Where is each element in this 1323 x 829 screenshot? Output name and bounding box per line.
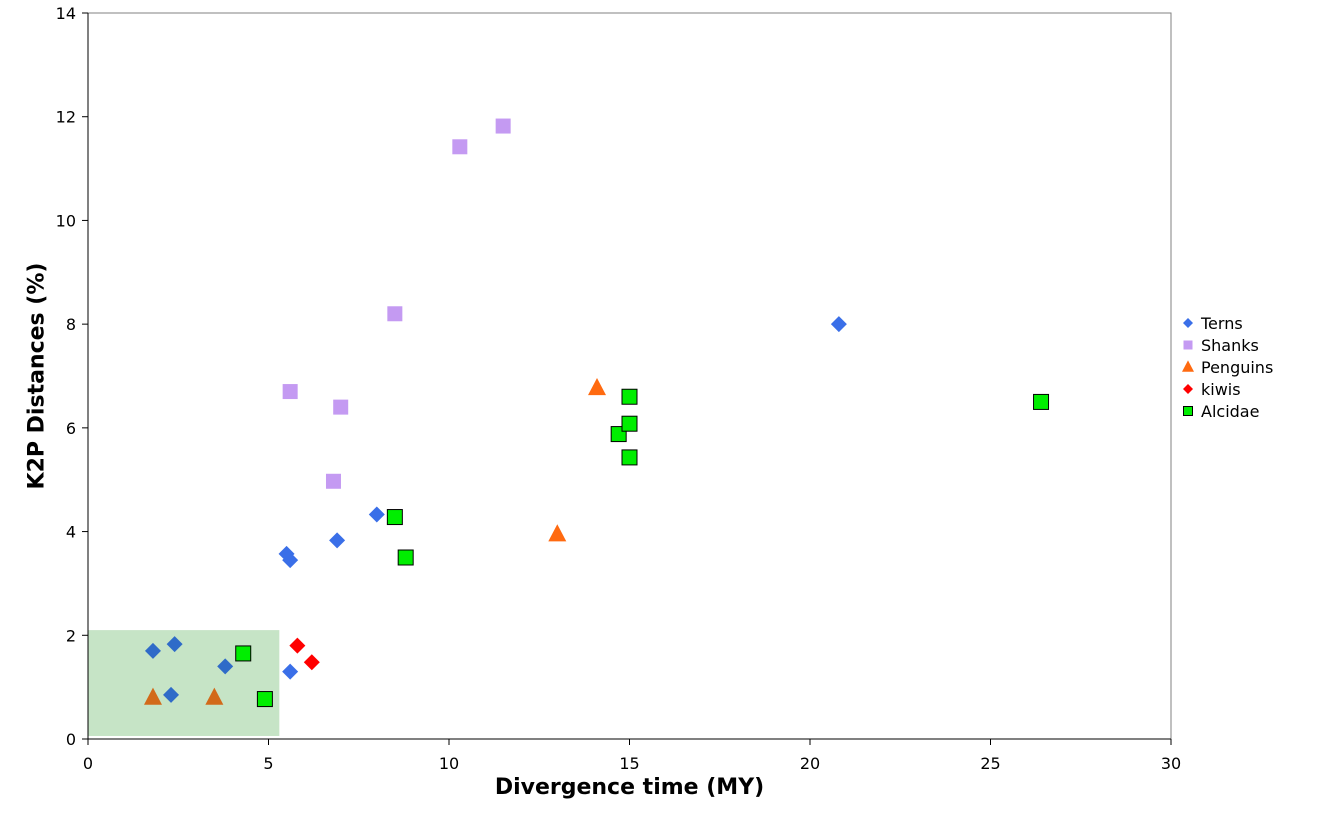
alcidae-point <box>621 415 638 432</box>
legend-label-kiwis: kiwis <box>1201 380 1241 399</box>
terns-point <box>144 642 161 659</box>
terns-point <box>163 686 180 703</box>
terns-point <box>830 316 847 333</box>
terns-point <box>217 658 234 675</box>
shanks-point <box>325 473 341 489</box>
shanks-point <box>333 399 349 415</box>
legend-label-terns: Terns <box>1200 314 1243 333</box>
x-axis-title: Divergence time (MY) <box>495 775 764 800</box>
shanks-point <box>282 384 298 400</box>
x-tick-label: 25 <box>980 754 1000 773</box>
legend-label-alcidae: Alcidae <box>1201 402 1259 421</box>
y-tick-label: 6 <box>66 419 76 438</box>
terns-point <box>329 532 346 549</box>
terns-point <box>166 636 183 653</box>
shanks-point <box>452 139 468 155</box>
y-axis-title: K2P Distances (%) <box>25 263 50 490</box>
alcidae-point <box>235 645 252 662</box>
legend-marker-alcidae <box>1183 406 1193 416</box>
x-tick-label: 10 <box>439 754 459 773</box>
terns-point <box>282 663 299 680</box>
shanks-point <box>387 306 403 322</box>
alcidae-point <box>386 509 403 526</box>
alcidae-point <box>256 691 273 708</box>
y-tick-label: 10 <box>56 211 76 230</box>
y-tick-label: 8 <box>66 315 76 334</box>
terns-point <box>282 552 299 569</box>
x-tick-label: 20 <box>800 754 820 773</box>
x-tick-label: 30 <box>1161 754 1181 773</box>
terns-point <box>368 506 385 523</box>
legend-marker-shanks <box>1183 340 1193 350</box>
x-tick-label: 5 <box>263 754 273 773</box>
legend-label-shanks: Shanks <box>1201 336 1259 355</box>
kiwis-point <box>303 654 320 671</box>
penguins-point <box>143 687 162 705</box>
alcidae-point <box>1033 393 1050 410</box>
shanks-point <box>495 118 511 134</box>
y-tick-label: 12 <box>56 108 76 127</box>
alcidae-point <box>621 388 638 405</box>
alcidae-point <box>621 449 638 466</box>
legend-label-penguins: Penguins <box>1201 358 1273 377</box>
y-tick-label: 4 <box>66 523 76 542</box>
y-tick-label: 14 <box>56 4 76 23</box>
alcidae-point <box>397 549 414 566</box>
x-tick-label: 0 <box>83 754 93 773</box>
x-tick-label: 15 <box>619 754 639 773</box>
penguins-point <box>548 524 567 542</box>
kiwis-point <box>289 637 306 654</box>
y-tick-label: 2 <box>66 626 76 645</box>
legend-marker-kiwis <box>1183 384 1193 394</box>
penguins-point <box>588 378 607 396</box>
y-tick-label: 0 <box>66 730 76 749</box>
penguins-point <box>205 687 224 705</box>
legend-marker-terns <box>1183 318 1193 328</box>
legend-marker-penguins <box>1182 360 1194 372</box>
